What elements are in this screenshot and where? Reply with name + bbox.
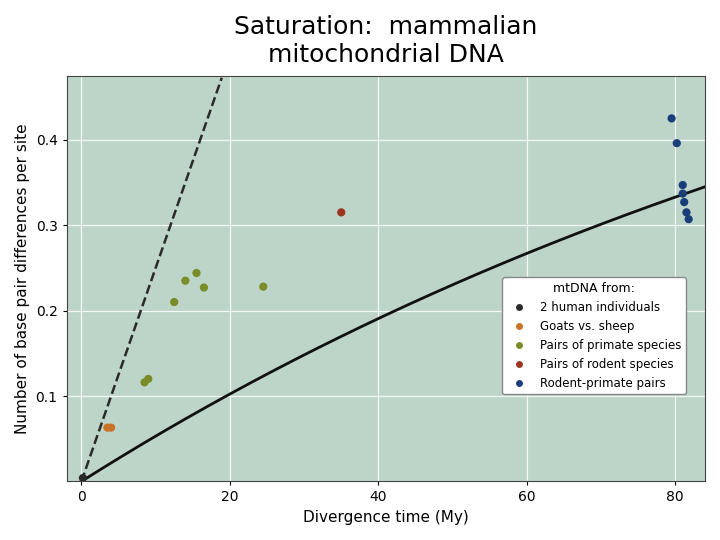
Point — [105, 423, 117, 432]
Point — [102, 423, 113, 432]
Legend: 2 human individuals, Goats vs. sheep, Pairs of primate species, Pairs of rodent : 2 human individuals, Goats vs. sheep, Pa… — [503, 278, 686, 394]
Point — [666, 114, 678, 123]
Point — [336, 208, 347, 217]
Point — [258, 282, 269, 291]
Point — [678, 198, 690, 206]
Point — [139, 378, 150, 387]
Point — [143, 375, 154, 383]
X-axis label: Divergence time (My): Divergence time (My) — [303, 510, 469, 525]
Point — [77, 474, 89, 482]
Point — [683, 215, 694, 224]
Point — [671, 139, 683, 147]
Point — [179, 276, 191, 285]
Point — [198, 283, 210, 292]
Point — [168, 298, 180, 306]
Y-axis label: Number of base pair differences per site: Number of base pair differences per site — [15, 123, 30, 434]
Point — [680, 208, 692, 217]
Point — [677, 189, 688, 198]
Point — [191, 269, 202, 278]
Title: Saturation:  mammalian
mitochondrial DNA: Saturation: mammalian mitochondrial DNA — [234, 15, 537, 67]
Point — [677, 181, 688, 190]
